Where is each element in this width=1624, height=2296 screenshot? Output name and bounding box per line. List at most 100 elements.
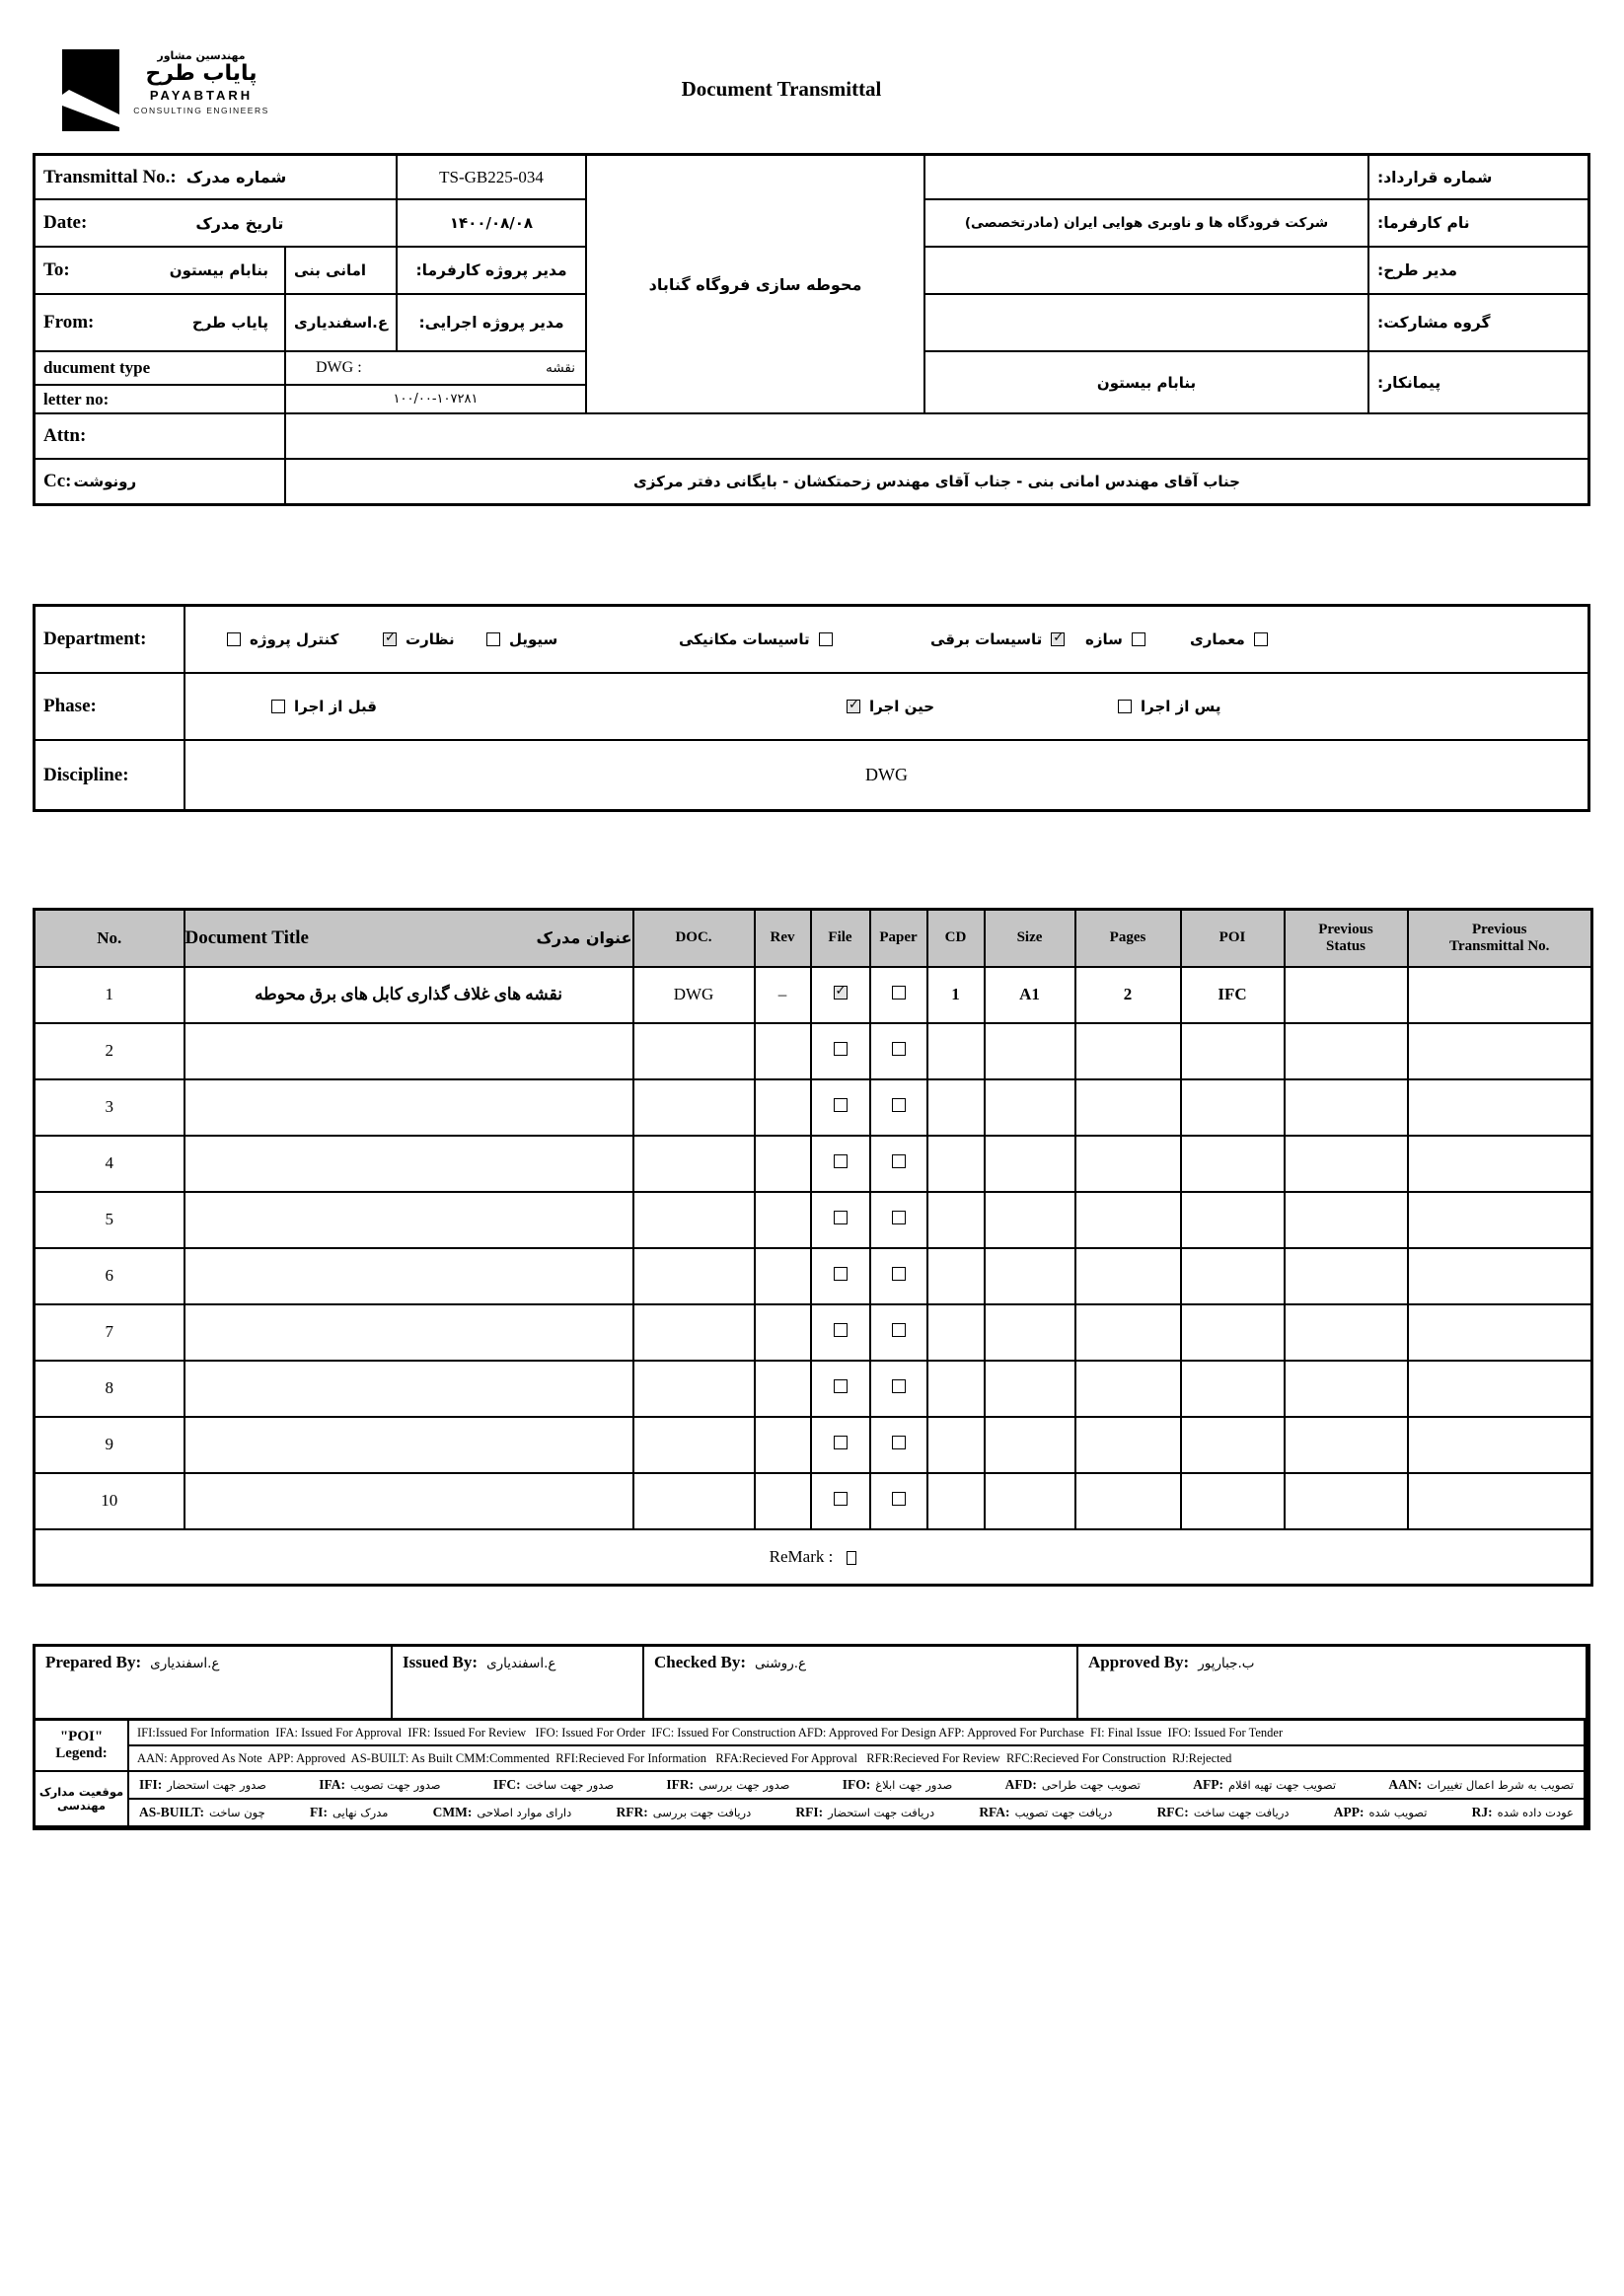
paper-checkbox[interactable]	[891, 1267, 906, 1281]
file-checkbox[interactable]	[833, 1267, 848, 1281]
row-no: 4	[33, 1134, 185, 1193]
document-list-table: No. Document Title عنوان مدرک DOC. Rev F…	[33, 908, 1593, 1587]
row-doc: DWG	[631, 965, 756, 1024]
electrical-label: تاسیسات برقی	[930, 630, 1043, 648]
row-no: 1	[33, 965, 185, 1024]
remark-label: ReMark :	[769, 1546, 834, 1566]
doc-type-value-fa: نقشه	[546, 360, 575, 376]
department-option-supervision: نظارت	[383, 630, 455, 648]
transmittal-no-label-en: Transmittal No.:	[43, 166, 177, 187]
letter-no-label: letter no:	[43, 389, 110, 408]
paper-checkbox[interactable]	[891, 1379, 906, 1393]
project-title-cell: محوطه سازی فروگاه گناباد	[587, 156, 923, 412]
col-header-prev-status: Previous Status	[1283, 908, 1409, 968]
prepared-by-label: Prepared By:	[45, 1653, 142, 1671]
paper-checkbox[interactable]	[891, 1098, 906, 1112]
file-checkbox[interactable]	[833, 1211, 848, 1224]
table-row: 6	[33, 1246, 1593, 1305]
project-control-checkbox[interactable]	[227, 632, 241, 646]
phase-option-during-execution: حین اجرا	[847, 698, 934, 715]
department-options-cell: کنترل پروژه نظارت سیویل تاسیسات مکانیکی …	[185, 607, 1587, 672]
col-header-poi: POI	[1179, 908, 1286, 968]
page-title: Document Transmittal	[681, 77, 882, 101]
table-row: 1 نقشه های غلاف گذاری کابل های برق محوطه…	[33, 965, 1593, 1024]
row-rev: –	[753, 965, 812, 1024]
client-name-label: نام کارفرما:	[1369, 200, 1587, 246]
legend-item: IFA: صدور جهت تصویب	[319, 1777, 441, 1792]
approved-by-value: ب.جبارپور	[1198, 1656, 1255, 1671]
file-checkbox[interactable]	[833, 984, 848, 1000]
row-no: 10	[33, 1471, 185, 1530]
paper-checkbox[interactable]	[891, 1492, 906, 1506]
paper-checkbox[interactable]	[891, 1154, 906, 1168]
transmittal-no-label-cell: Transmittal No.: شماره مدرک	[36, 156, 396, 198]
fa-legend-line1: IFI: صدور جهت استحضار IFA: صدور جهت تصویب IF…	[129, 1772, 1584, 1798]
structure-checkbox[interactable]	[1131, 632, 1145, 646]
contract-no-value	[925, 156, 1367, 198]
during-execution-checkbox[interactable]	[847, 698, 860, 713]
paper-checkbox[interactable]	[891, 1042, 906, 1056]
exec-pm-label: مدیر پروژه اجرایی:	[398, 295, 585, 350]
doc-type-label: ducument type	[43, 358, 151, 377]
after-execution-checkbox[interactable]	[1118, 700, 1132, 713]
from-label: From:	[43, 312, 95, 333]
mechanical-checkbox[interactable]	[818, 632, 833, 646]
col-header-size: Size	[983, 908, 1076, 968]
row-paper-cell	[868, 965, 928, 1024]
legend-item: RJ: عودت داده شده	[1471, 1805, 1574, 1819]
legend-item: AS-BUILT: چون ساخت	[139, 1805, 265, 1819]
civil-checkbox[interactable]	[486, 632, 500, 646]
after-execution-label: پس از اجرا	[1141, 698, 1221, 715]
during-execution-label: حین اجرا	[869, 698, 935, 715]
table-row: 10	[33, 1471, 1593, 1530]
date-label-cell: Date: تاریخ مدرک	[36, 200, 396, 246]
brand-fa-tagline: مهندسین مشاور	[157, 49, 246, 62]
poi-legend-line1: IFI:Issued For Information IFA: Issued F…	[129, 1721, 1584, 1744]
paper-checkbox[interactable]	[891, 1436, 906, 1449]
paper-checkbox[interactable]	[891, 1323, 906, 1337]
remark-cell: ReMark :	[33, 1527, 1593, 1587]
attn-value	[286, 414, 1587, 458]
electrical-checkbox[interactable]	[1051, 630, 1066, 646]
structure-label: سازه	[1085, 630, 1123, 648]
table-header-row: No. Document Title عنوان مدرک DOC. Rev F…	[33, 908, 1593, 968]
file-checkbox[interactable]	[833, 1492, 848, 1506]
paper-checkbox[interactable]	[891, 1211, 906, 1224]
letter-no-label-cell: letter no:	[36, 386, 284, 412]
exec-pm-value: ع.اسفندیاری	[286, 295, 396, 350]
cc-label-fa: رونوشت	[73, 473, 137, 490]
paper-checkbox[interactable]	[891, 986, 906, 1000]
col-header-rev: Rev	[753, 908, 812, 968]
before-execution-checkbox[interactable]	[271, 700, 285, 713]
row-title	[183, 1246, 634, 1305]
file-checkbox[interactable]	[833, 1436, 848, 1449]
row-cd: 1	[925, 965, 986, 1024]
legend-item: RFR: دریافت جهت بررسی	[616, 1805, 752, 1819]
issued-by-cell: Issued By: ع.اسفندیاری	[393, 1647, 642, 1718]
architecture-checkbox[interactable]	[1253, 632, 1268, 646]
contract-no-label: شماره قرارداد:	[1369, 156, 1587, 198]
table-row: 9	[33, 1415, 1593, 1474]
row-poi: IFC	[1179, 965, 1286, 1024]
col-header-cd: CD	[925, 908, 986, 968]
legend-item: FI: مدرک نهایی	[309, 1805, 389, 1819]
file-checkbox[interactable]	[833, 1379, 848, 1393]
date-label-fa: تاریخ مدرک	[195, 213, 284, 233]
supervision-checkbox[interactable]	[383, 630, 397, 646]
col-header-paper: Paper	[868, 908, 928, 968]
row-no: 5	[33, 1190, 185, 1249]
cc-value: جناب آقای مهندس امانی بنی - جناب آقای مه…	[286, 460, 1587, 503]
file-checkbox[interactable]	[833, 1323, 848, 1337]
poi-legend-label: "POI" Legend:	[36, 1721, 127, 1770]
phase-options-cell: قبل از اجرا حین اجرا پس از اجرا	[185, 674, 1587, 739]
legend-item: IFI: صدور جهت استحضار	[139, 1777, 266, 1792]
row-no: 8	[33, 1359, 185, 1418]
file-checkbox[interactable]	[833, 1042, 848, 1056]
doc-type-value-en: DWG :	[316, 359, 362, 376]
brand-block: مهندسین مشاور پایاب طرح PAYABTARH CONSUL…	[62, 49, 275, 131]
file-checkbox[interactable]	[833, 1154, 848, 1168]
row-size: A1	[983, 965, 1076, 1024]
architecture-label: معماری	[1190, 630, 1245, 648]
phase-option-before-execution: قبل از اجرا	[271, 698, 377, 715]
file-checkbox[interactable]	[833, 1098, 848, 1112]
